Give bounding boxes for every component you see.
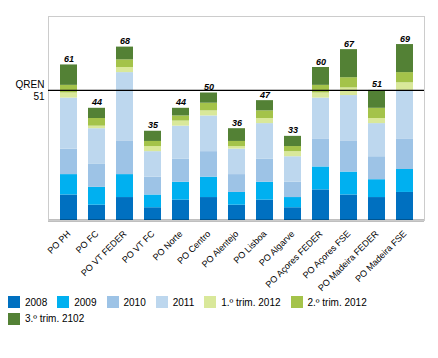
html-text:2009: 2009 <box>74 296 97 308</box>
svg-text:PO VT FC: PO VT FC <box>120 228 157 265</box>
svg-text:PO Algarve: PO Algarve <box>257 228 297 268</box>
svg-text:51: 51 <box>372 79 382 89</box>
svg-text:50: 50 <box>204 82 214 92</box>
svg-text:47: 47 <box>259 90 271 100</box>
svg-text:PO Madeira FSE: PO Madeira FSE <box>353 229 408 284</box>
svg-text:33: 33 <box>288 125 298 135</box>
html-text:2011: 2011 <box>172 296 195 308</box>
svg-text:PO VT FEDER: PO VT FEDER <box>79 228 129 278</box>
svg-text:36: 36 <box>232 118 243 128</box>
svg-text:60: 60 <box>316 57 326 67</box>
html-text:2008: 2008 <box>25 296 48 308</box>
svg-text:PO Alentejo: PO Alentejo <box>200 229 241 270</box>
svg-text:QREN: QREN <box>16 79 45 90</box>
html-text:2.º trim. 2012: 2.º trim. 2012 <box>307 296 367 308</box>
svg-text:PO PH: PO PH <box>46 229 73 256</box>
svg-text:PO Norte: PO Norte <box>150 228 185 263</box>
svg-text:68: 68 <box>120 36 130 46</box>
svg-text:44: 44 <box>91 97 102 107</box>
svg-text:69: 69 <box>400 34 410 44</box>
svg-text:PO Lisboa: PO Lisboa <box>231 228 269 266</box>
svg-text:PO FC: PO FC <box>74 228 101 255</box>
svg-text:PO Açores FEDER: PO Açores FEDER <box>263 228 325 290</box>
svg-text:61: 61 <box>64 54 74 64</box>
html-text:1.º trim. 2012: 1.º trim. 2012 <box>221 296 281 308</box>
svg-text:35: 35 <box>148 120 159 130</box>
html-text:2010: 2010 <box>123 296 146 308</box>
svg-text:PO Centro: PO Centro <box>175 228 213 266</box>
svg-text:PO Madeira FEDER: PO Madeira FEDER <box>316 228 381 294</box>
svg-text:44: 44 <box>175 97 186 107</box>
svg-text:51: 51 <box>33 91 45 102</box>
svg-text:67: 67 <box>344 39 355 49</box>
html-text:3.º trim. 2102: 3.º trim. 2102 <box>25 313 85 325</box>
svg-text:PO Açores FSE: PO Açores FSE <box>301 229 353 281</box>
